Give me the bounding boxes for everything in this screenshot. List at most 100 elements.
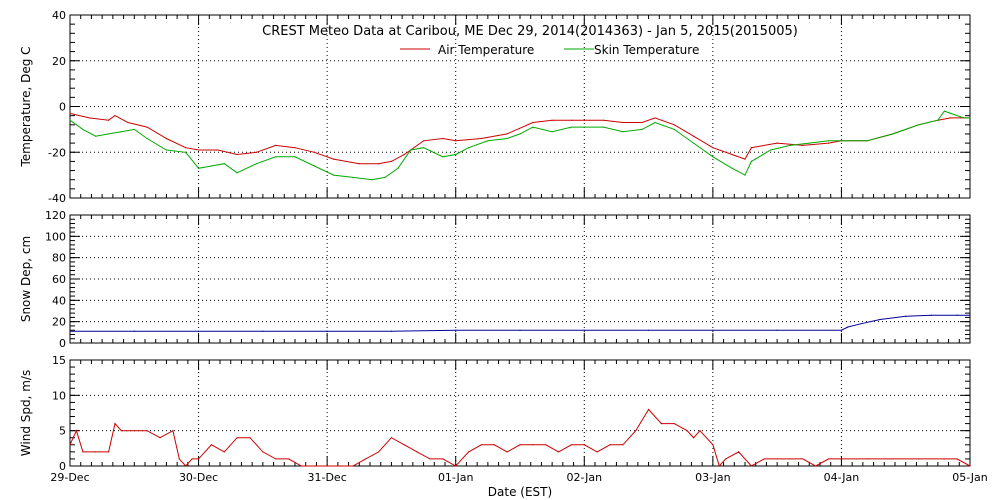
chart-panels: -40 -20 0 20 40 Temperature, Deg C Air Tempera… bbox=[19, 9, 988, 484]
x-axis-label: Date (EST) bbox=[488, 485, 552, 499]
series-air-temperature-point bbox=[88, 117, 90, 119]
series-panel-2-point bbox=[969, 465, 971, 467]
series-skin-temperature-point bbox=[602, 126, 605, 128]
series-skin-temperature-point bbox=[712, 156, 714, 158]
panel-2-ytick-label: 0 bbox=[59, 460, 66, 473]
series-air-temperature-point bbox=[776, 142, 778, 144]
series-air-temperature-point bbox=[455, 140, 457, 142]
series-panel-1-point bbox=[969, 314, 971, 316]
series-skin-temperature-point bbox=[294, 156, 296, 158]
series-skin-temperature-point bbox=[506, 137, 508, 140]
series-air-temperature-point bbox=[197, 149, 200, 151]
series-panel-2-point bbox=[185, 465, 187, 467]
series-skin-temperature-point bbox=[950, 112, 952, 114]
series-skin-temperature-point bbox=[165, 149, 168, 151]
series-panel-2-point bbox=[326, 465, 328, 467]
series-air-temperature-point bbox=[313, 151, 315, 153]
series-air-temperature-point bbox=[114, 115, 116, 117]
series-skin-temperature-point bbox=[789, 144, 791, 146]
series-panel-1-point bbox=[840, 329, 843, 331]
panel-0-ytick-label: 0 bbox=[59, 101, 66, 114]
series-panel-2-point bbox=[95, 451, 97, 453]
series-air-temperature-point bbox=[506, 133, 508, 135]
series-skin-temperature-point bbox=[532, 126, 534, 128]
series-panel-2-point bbox=[686, 430, 688, 432]
series-panel-2-point bbox=[892, 458, 894, 460]
series-panel-2-point bbox=[557, 451, 560, 453]
series-panel-2-point bbox=[352, 465, 354, 467]
series-panel-2-point bbox=[191, 458, 193, 460]
series-skin-temperature-point bbox=[422, 147, 425, 149]
series-skin-temperature-point bbox=[622, 131, 624, 133]
legend-label-skin-temperature: Skin Temperature bbox=[594, 43, 699, 57]
series-air-temperature-point bbox=[332, 158, 335, 160]
series-panel-2-point bbox=[532, 444, 534, 446]
series-panel-2-line bbox=[69, 408, 971, 467]
series-panel-2-point bbox=[275, 458, 277, 460]
series-skin-temperature-point bbox=[352, 176, 354, 179]
series-skin-temperature-point bbox=[654, 121, 656, 124]
series-skin-temperature-point bbox=[442, 156, 444, 158]
panel-0-ytick-label: -40 bbox=[48, 192, 66, 205]
series-skin-temperature-point bbox=[827, 140, 830, 142]
series-skin-temperature-point bbox=[570, 126, 573, 128]
series-skin-temperature-point bbox=[223, 163, 225, 165]
series-air-temperature-point bbox=[185, 147, 187, 149]
series-air-temperature-point bbox=[602, 119, 605, 121]
series-panel-2-point bbox=[236, 437, 238, 439]
series-skin-temperature-point bbox=[197, 167, 200, 169]
series-skin-temperature-point bbox=[397, 167, 399, 169]
panel-1-ytick-label: 120 bbox=[45, 209, 66, 222]
series-skin-temperature-point bbox=[750, 160, 753, 162]
panel-2: 0 5 10 15 Wind Spd, m/s bbox=[19, 354, 971, 473]
panel-1-ytick-label: 60 bbox=[52, 273, 66, 286]
chart-title: CREST Meteo Data at Caribou, ME Dec 29, … bbox=[262, 24, 798, 39]
panel-1-ylabel: Snow Dep, cm bbox=[19, 236, 33, 322]
series-panel-2-point bbox=[223, 451, 225, 453]
series-panel-2-point bbox=[313, 465, 315, 467]
series-air-temperature-point bbox=[403, 153, 405, 156]
series-panel-1-line bbox=[70, 314, 970, 332]
panel-0-ylabel: Temperature, Deg C bbox=[19, 46, 33, 167]
series-panel-1-point bbox=[860, 323, 862, 325]
series-skin-temperature-point bbox=[744, 174, 746, 176]
series-skin-temperature-point bbox=[641, 128, 643, 130]
series-skin-temperature-point bbox=[384, 176, 386, 179]
series-panel-2-point bbox=[545, 444, 547, 446]
series-panel-2-point bbox=[197, 458, 200, 460]
series-panel-2-point bbox=[172, 430, 174, 432]
series-air-temperature-point bbox=[255, 151, 258, 153]
panel-2-ytick-label: 10 bbox=[52, 389, 66, 402]
series-air-temperature-point bbox=[480, 137, 483, 140]
series-skin-temperature-point bbox=[551, 131, 553, 133]
series-panel-1-point bbox=[647, 329, 650, 331]
series-skin-temperature-point bbox=[107, 133, 110, 135]
series-panel-1-point bbox=[197, 330, 200, 332]
series-skin-temperature-point bbox=[69, 119, 71, 121]
series-panel-2-point bbox=[133, 430, 135, 432]
series-skin-temperature-point bbox=[455, 153, 457, 156]
series-panel-2-point bbox=[455, 465, 457, 467]
series-skin-temperature-point bbox=[937, 119, 939, 121]
series-panel-2-point bbox=[699, 430, 701, 432]
x-tick-labels: 29-Dec 30-Dec 31-Dec 01-Jan 02-Jan 03-Jan 04-J… bbox=[50, 471, 987, 484]
panel-0-ytick-label: -20 bbox=[48, 146, 66, 159]
series-panel-2-point bbox=[493, 444, 495, 446]
series-skin-temperature-line bbox=[69, 110, 970, 181]
series-air-temperature-point bbox=[731, 153, 733, 156]
series-panel-2-point bbox=[660, 423, 663, 425]
series-skin-temperature-point bbox=[236, 172, 238, 174]
series-air-temperature-point bbox=[802, 144, 804, 146]
series-panel-2-point bbox=[390, 437, 393, 439]
series-panel-2-point bbox=[763, 458, 765, 460]
series-skin-temperature-point bbox=[692, 142, 695, 144]
series-skin-temperature-point bbox=[673, 128, 675, 130]
series-panel-1-point bbox=[262, 330, 264, 332]
series-skin-temperature-point bbox=[892, 133, 894, 135]
series-panel-2-point bbox=[692, 437, 695, 439]
series-panel-2-point bbox=[776, 458, 778, 460]
series-air-temperature-point bbox=[750, 147, 753, 149]
series-air-temperature-point bbox=[551, 119, 553, 121]
series-air-temperature-point bbox=[358, 163, 360, 165]
